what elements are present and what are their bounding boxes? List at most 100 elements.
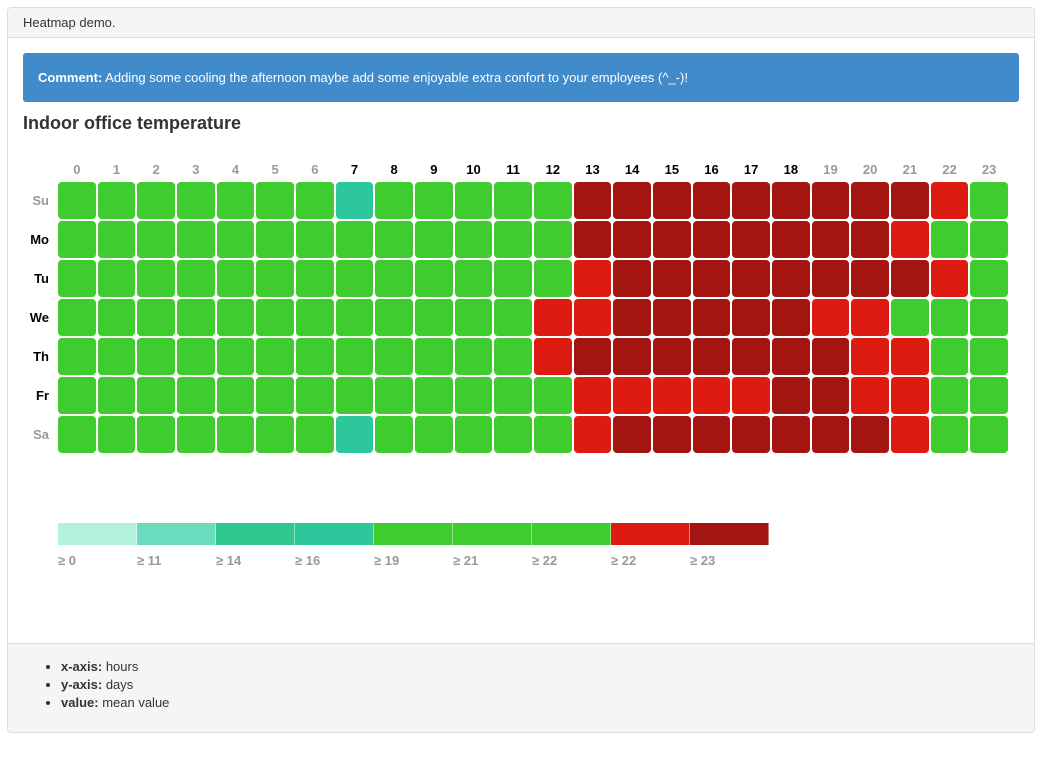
heatmap-cell[interactable] [732,182,770,219]
heatmap-cell[interactable] [573,338,612,375]
heatmap-cell[interactable] [454,377,493,414]
heatmap-cell[interactable] [732,377,770,414]
heatmap-cell[interactable] [137,338,175,375]
heatmap-cell[interactable] [573,416,612,453]
heatmap-cell[interactable] [970,260,1008,297]
heatmap-cell[interactable] [97,338,136,375]
heatmap-cell[interactable] [891,416,929,453]
heatmap-cell[interactable] [811,182,850,219]
heatmap-cell[interactable] [58,182,96,219]
legend-segment[interactable] [137,523,216,545]
heatmap-cell[interactable] [454,260,493,297]
heatmap-cell[interactable] [930,221,969,258]
heatmap-cell[interactable] [256,221,294,258]
heatmap-cell[interactable] [335,416,374,453]
heatmap-cell[interactable] [335,260,374,297]
heatmap-cell[interactable] [256,182,294,219]
heatmap-cell[interactable] [216,416,255,453]
heatmap-cell[interactable] [97,260,136,297]
heatmap-cell[interactable] [772,221,810,258]
heatmap-cell[interactable] [930,260,969,297]
heatmap-cell[interactable] [256,260,294,297]
heatmap-cell[interactable] [137,182,175,219]
heatmap-cell[interactable] [811,377,850,414]
heatmap-cell[interactable] [692,182,731,219]
heatmap-cell[interactable] [851,416,889,453]
heatmap-cell[interactable] [177,299,215,336]
heatmap-cell[interactable] [573,221,612,258]
heatmap-cell[interactable] [732,338,770,375]
heatmap-cell[interactable] [137,221,175,258]
heatmap-cell[interactable] [58,221,96,258]
heatmap-cell[interactable] [256,416,294,453]
heatmap-cell[interactable] [851,377,889,414]
heatmap-cell[interactable] [732,221,770,258]
heatmap-cell[interactable] [216,338,255,375]
heatmap-cell[interactable] [454,221,493,258]
heatmap-cell[interactable] [454,338,493,375]
heatmap-cell[interactable] [97,377,136,414]
legend-segment[interactable] [374,523,453,545]
heatmap-cell[interactable] [494,338,532,375]
heatmap-cell[interactable] [930,182,969,219]
heatmap-cell[interactable] [415,182,453,219]
heatmap-cell[interactable] [216,182,255,219]
heatmap-cell[interactable] [296,299,334,336]
heatmap-cell[interactable] [177,377,215,414]
heatmap-cell[interactable] [613,416,651,453]
heatmap-cell[interactable] [851,299,889,336]
heatmap-cell[interactable] [415,338,453,375]
heatmap-cell[interactable] [256,377,294,414]
heatmap-cell[interactable] [772,299,810,336]
heatmap-cell[interactable] [534,377,572,414]
heatmap-cell[interactable] [970,338,1008,375]
heatmap-cell[interactable] [891,338,929,375]
heatmap-cell[interactable] [454,416,493,453]
heatmap-cell[interactable] [296,377,334,414]
heatmap-cell[interactable] [58,299,96,336]
heatmap-cell[interactable] [653,377,691,414]
heatmap-cell[interactable] [613,221,651,258]
heatmap-cell[interactable] [811,299,850,336]
heatmap-cell[interactable] [177,338,215,375]
heatmap-cell[interactable] [653,338,691,375]
heatmap-cell[interactable] [811,416,850,453]
heatmap-cell[interactable] [415,416,453,453]
heatmap-cell[interactable] [851,338,889,375]
heatmap-cell[interactable] [613,182,651,219]
heatmap-cell[interactable] [58,416,96,453]
heatmap-cell[interactable] [335,338,374,375]
heatmap-cell[interactable] [415,299,453,336]
legend-segment[interactable] [532,523,611,545]
legend-segment[interactable] [295,523,374,545]
heatmap-cell[interactable] [494,416,532,453]
heatmap-cell[interactable] [891,260,929,297]
heatmap-cell[interactable] [851,221,889,258]
heatmap-cell[interactable] [296,221,334,258]
heatmap-cell[interactable] [811,221,850,258]
heatmap-cell[interactable] [415,221,453,258]
heatmap-cell[interactable] [891,221,929,258]
heatmap-cell[interactable] [216,221,255,258]
heatmap-cell[interactable] [692,416,731,453]
heatmap-cell[interactable] [653,260,691,297]
heatmap-cell[interactable] [732,260,770,297]
heatmap-cell[interactable] [494,377,532,414]
heatmap-cell[interactable] [772,182,810,219]
heatmap-cell[interactable] [375,221,413,258]
heatmap-cell[interactable] [97,221,136,258]
heatmap-cell[interactable] [296,260,334,297]
heatmap-cell[interactable] [534,260,572,297]
heatmap-cell[interactable] [296,416,334,453]
heatmap-cell[interactable] [137,260,175,297]
heatmap-cell[interactable] [970,221,1008,258]
heatmap-cell[interactable] [772,416,810,453]
heatmap-cell[interactable] [216,260,255,297]
heatmap-cell[interactable] [375,416,413,453]
heatmap-cell[interactable] [177,416,215,453]
heatmap-cell[interactable] [851,260,889,297]
heatmap-cell[interactable] [653,416,691,453]
heatmap-cell[interactable] [573,260,612,297]
heatmap-cell[interactable] [494,260,532,297]
heatmap-cell[interactable] [335,299,374,336]
